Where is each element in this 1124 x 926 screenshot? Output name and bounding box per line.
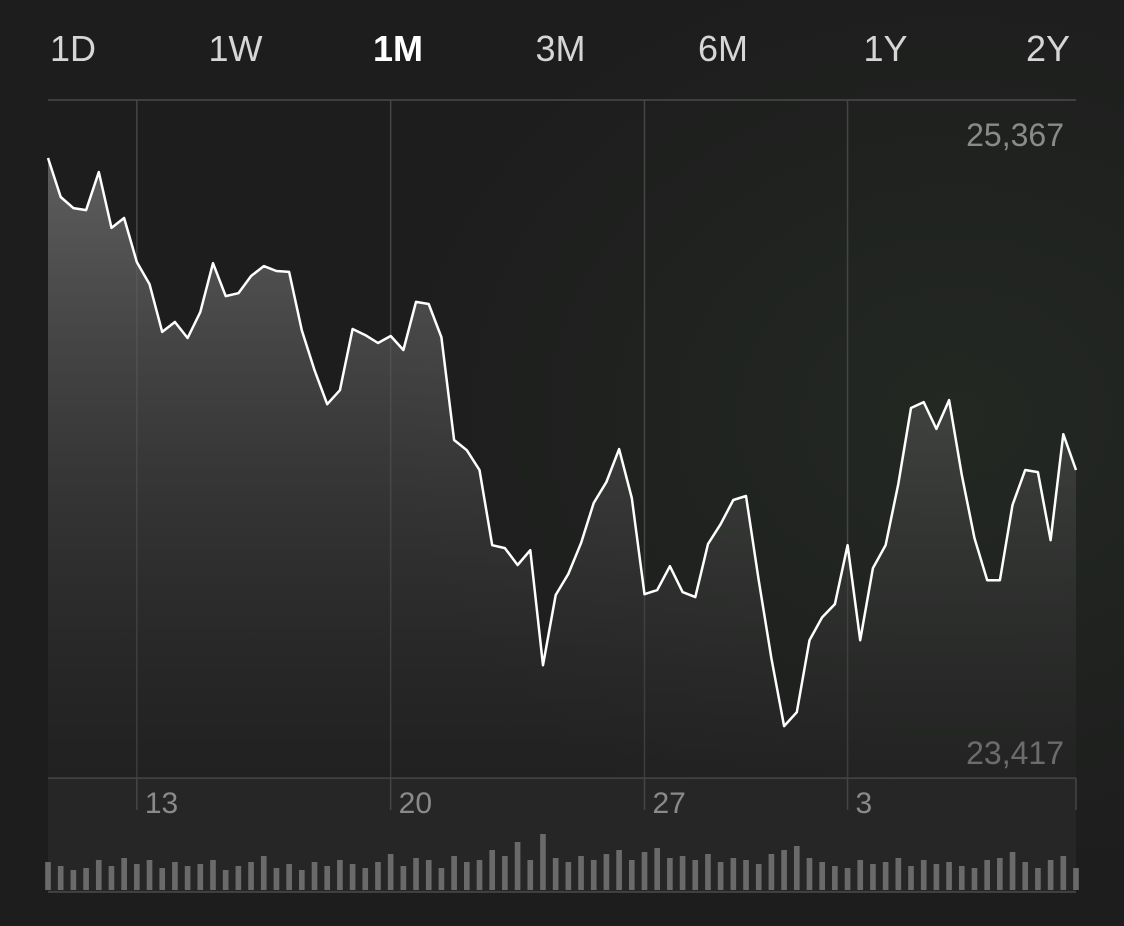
volume-bar [172, 862, 178, 890]
range-tab[interactable]: 1W [209, 28, 263, 69]
range-tab[interactable]: 1M [373, 28, 423, 69]
volume-bar [349, 864, 356, 890]
range-tab[interactable]: 1Y [863, 28, 907, 69]
volume-bar [870, 864, 876, 890]
volume-bar [793, 846, 800, 890]
volume-bar [730, 858, 737, 890]
volume-bar [299, 870, 305, 890]
volume-bar [705, 854, 711, 890]
volume-bar [324, 866, 331, 890]
volume-bar [984, 860, 990, 890]
volume-bar [197, 864, 204, 890]
volume-bar [159, 868, 166, 890]
volume-bar [717, 862, 724, 890]
volume-bar [248, 862, 254, 890]
volume-bar [400, 866, 407, 890]
volume-bar [1009, 852, 1016, 890]
volume-bar [743, 860, 749, 890]
x-tick-label: 13 [145, 787, 178, 820]
volume-bar [387, 854, 394, 890]
volume-bar [273, 868, 280, 890]
volume-bar [755, 864, 762, 890]
volume-bar [235, 866, 242, 890]
volume-bar [57, 866, 64, 890]
volume-bar [654, 848, 661, 890]
volume-bar [1022, 862, 1029, 890]
volume-bar [565, 862, 572, 890]
x-tick-label: 27 [652, 787, 685, 820]
volume-bar [514, 842, 521, 890]
volume-bar [882, 862, 889, 890]
y-tick-label: 25,367 [966, 117, 1064, 153]
volume-bar [578, 856, 584, 890]
volume-bar [603, 854, 610, 890]
volume-bar [844, 868, 851, 890]
volume-bar [997, 858, 1003, 890]
volume-bar [946, 862, 952, 890]
volume-bar [552, 858, 559, 890]
volume-bar [375, 862, 381, 890]
volume-bar [438, 868, 445, 890]
volume-bar [260, 856, 267, 890]
volume-bar [692, 860, 699, 890]
volume-bar [311, 862, 318, 890]
volume-bar [1047, 860, 1054, 890]
volume-bar [476, 860, 483, 890]
volume-bar [83, 868, 89, 890]
volume-bar [806, 858, 813, 890]
volume-bar [768, 854, 775, 890]
volume-bar [540, 834, 546, 890]
volume-bar [121, 858, 127, 890]
volume-bar [425, 860, 432, 890]
volume-bar [184, 866, 191, 890]
volume-bar [489, 850, 496, 890]
x-tick-label: 20 [399, 787, 432, 820]
volume-bar [502, 856, 508, 890]
volume-bar [222, 870, 229, 890]
range-tab[interactable]: 3M [535, 28, 585, 69]
volume-bar [667, 858, 673, 890]
volume-bar [908, 866, 914, 890]
volume-bar [362, 868, 369, 890]
range-tab[interactable]: 2Y [1026, 28, 1070, 69]
range-tab[interactable]: 1D [50, 28, 96, 69]
volume-bar [146, 860, 153, 890]
volume-bar [971, 868, 978, 890]
volume-bar [45, 862, 51, 890]
volume-bar [413, 858, 419, 890]
volume-bar [134, 864, 140, 890]
volume-bar [920, 860, 927, 890]
volume-bar [679, 856, 686, 890]
volume-bar [641, 852, 648, 890]
range-tab[interactable]: 6M [698, 28, 748, 69]
volume-bar [616, 850, 622, 890]
volume-bar [108, 866, 115, 890]
volume-bar [463, 862, 470, 890]
volume-bar [781, 850, 787, 890]
volume-bar [933, 864, 940, 890]
volume-bar [337, 860, 343, 890]
volume-bar [286, 864, 292, 890]
volume-bar [628, 860, 635, 890]
x-tick-label: 3 [856, 787, 873, 820]
volume-bar [527, 860, 534, 890]
volume-bar [1060, 856, 1067, 890]
price-line [46, 157, 1078, 728]
volume-bar [1073, 868, 1079, 890]
volume-bar [895, 858, 902, 890]
volume-bar [451, 856, 457, 890]
volume-bar [1035, 868, 1041, 890]
volume-bar [70, 870, 77, 890]
volume-bar [857, 860, 864, 890]
volume-bar [958, 866, 965, 890]
volume-bar [210, 860, 216, 890]
volume-bar [590, 860, 597, 890]
volume-bar [819, 862, 825, 890]
volume-bar [95, 860, 102, 890]
volume-band [48, 778, 1076, 892]
volume-bar [832, 866, 838, 890]
